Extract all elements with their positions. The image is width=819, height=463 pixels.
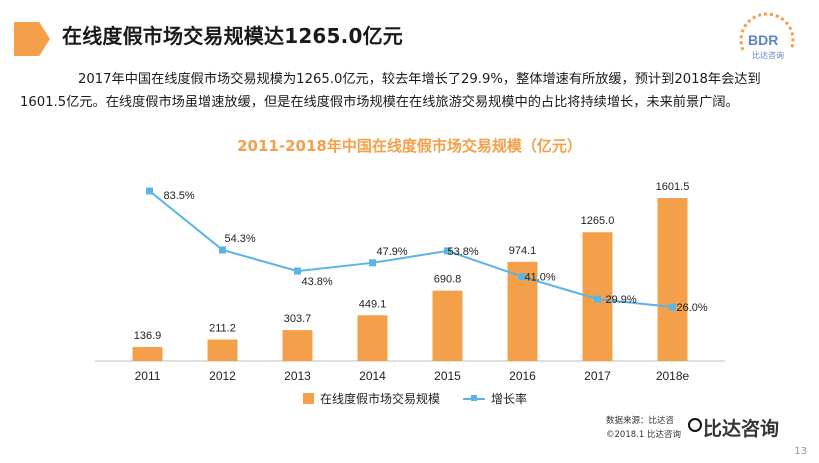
source-line-1: 数据来源：比达咨 [606,416,675,426]
page-title: 在线度假市场交易规模达1265.0亿元 [62,24,403,48]
legend-item-line: 增长率 [463,390,527,407]
legend-label-bar: 在线度假市场交易规模 [320,392,441,406]
bar-2013 [282,330,313,361]
growth-point-2017 [594,295,601,303]
growth-value-label: 54.3% [225,233,256,245]
bar-2014 [357,315,388,361]
x-tick-label: 2011 [135,369,161,383]
growth-point-2018e [669,303,676,311]
bar-2011 [132,347,163,361]
source-note: 数据来源：比达咨 ©2018.1 比达咨询 [606,414,681,442]
growth-value-label: 47.9% [377,246,408,258]
growth-value-label: 41.0% [525,272,556,284]
legend-line-swatch [463,394,485,401]
bar-2018e [657,198,688,361]
x-tick-label: 2014 [359,369,386,383]
bdr-logo-icon [739,12,795,51]
x-tick-label: 2013 [284,369,311,383]
growth-point-2011 [146,187,153,195]
logo-subtext: 比达咨询 [752,51,784,60]
growth-point-2016 [519,273,526,281]
growth-value-label: 53.8% [448,246,479,258]
growth-point-2015 [444,247,451,255]
x-tick-label: 2017 [584,369,611,383]
bar-value-label: 303.7 [284,313,312,325]
growth-value-label: 43.8% [302,276,333,288]
bar-value-label: 974.1 [509,245,537,257]
growth-value-label: 29.9% [606,294,637,306]
growth-point-2012 [219,246,226,254]
legend-bar-swatch [303,393,314,404]
growth-rate-line [148,190,673,308]
bar-2012 [207,339,238,361]
logo-text: BDR [748,32,779,48]
bar-2015 [432,290,463,361]
watermark-icon [688,418,702,432]
x-tick-label: 2012 [209,369,236,383]
bar-value-label: 1265.0 [581,215,615,227]
bar-value-label: 136.9 [134,330,162,342]
growth-point-2014 [369,259,376,267]
bar-value-label: 449.1 [359,298,387,310]
chart-title: 2011-2018年中国在线度假市场交易规模（亿元） [237,137,582,155]
legend-label-line: 增长率 [491,392,528,406]
bar-value-label: 211.2 [209,323,236,335]
bar-value-label: 1601.5 [656,181,690,193]
legend-item-bar: 在线度假市场交易规模 [303,390,440,407]
growth-value-label: 26.0% [677,302,708,314]
x-tick-label: 2016 [509,369,536,383]
bar-value-label: 690.8 [434,274,462,286]
x-tick-label: 2018e [656,369,690,383]
growth-point-2013 [294,267,301,275]
description-paragraph: 2017年中国在线度假市场交易规模为1265.0亿元，较去年增长了29.9%，整… [20,72,761,110]
x-tick-label: 2015 [434,369,461,383]
chart-legend: 在线度假市场交易规模 增长率 [0,390,819,410]
watermark-text: 比达咨询 [703,418,780,440]
page-number: 13 [794,446,807,457]
source-line-2: ©2018.1 比达咨询 [606,430,681,440]
growth-value-label: 83.5% [164,190,195,202]
